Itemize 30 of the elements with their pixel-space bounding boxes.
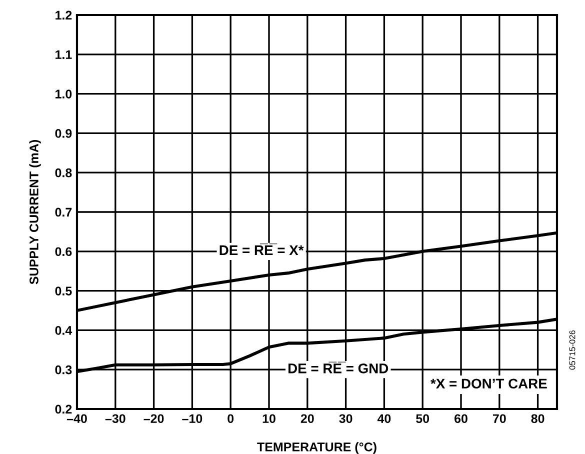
x-tick-label: 70 [492,414,506,424]
y-tick-label: 1.1 [56,50,72,59]
x-tick-label: 30 [339,414,352,424]
y-tick-label: 0.7 [55,208,72,217]
annotation: *X = DON’T CARE [430,378,547,389]
y-tick-label: 1.0 [56,90,72,98]
x-tick-label: 10 [262,414,276,424]
y-tick-label: 0.6 [55,247,72,256]
x-tick-label: 20 [300,414,314,424]
x-tick-label: 60 [454,414,468,424]
x-tick-label: –40 [66,414,87,424]
x-tick-label: 40 [377,414,391,424]
x-tick-label: –10 [182,414,202,424]
text: 05715-026 [569,330,576,370]
x-tick-label: 80 [531,414,544,424]
y-tick-label: 0.9 [55,129,72,138]
y-tick-label: 0.5 [55,286,72,296]
y-tick-label: 1.2 [56,10,72,20]
y-tick-label: 0.3 [55,365,72,374]
y-tick-label: 0.8 [55,168,72,178]
x-tick-label: 50 [416,414,430,424]
x-tick-label: 0 [228,414,234,424]
y-axis-title: SUPPLY CURRENT (mA) [29,140,41,284]
x-axis-title: TEMPERATURE (°C) [257,442,376,454]
x-tick-label: –30 [105,414,126,424]
annotation: DE = R̅E̅ = X* [220,244,304,255]
annotation: DE = R̅E̅ = GND [288,362,388,374]
x-tick-label: –20 [144,414,164,424]
y-tick-label: 0.4 [55,326,72,335]
y-tick-label: 0.2 [55,404,72,414]
